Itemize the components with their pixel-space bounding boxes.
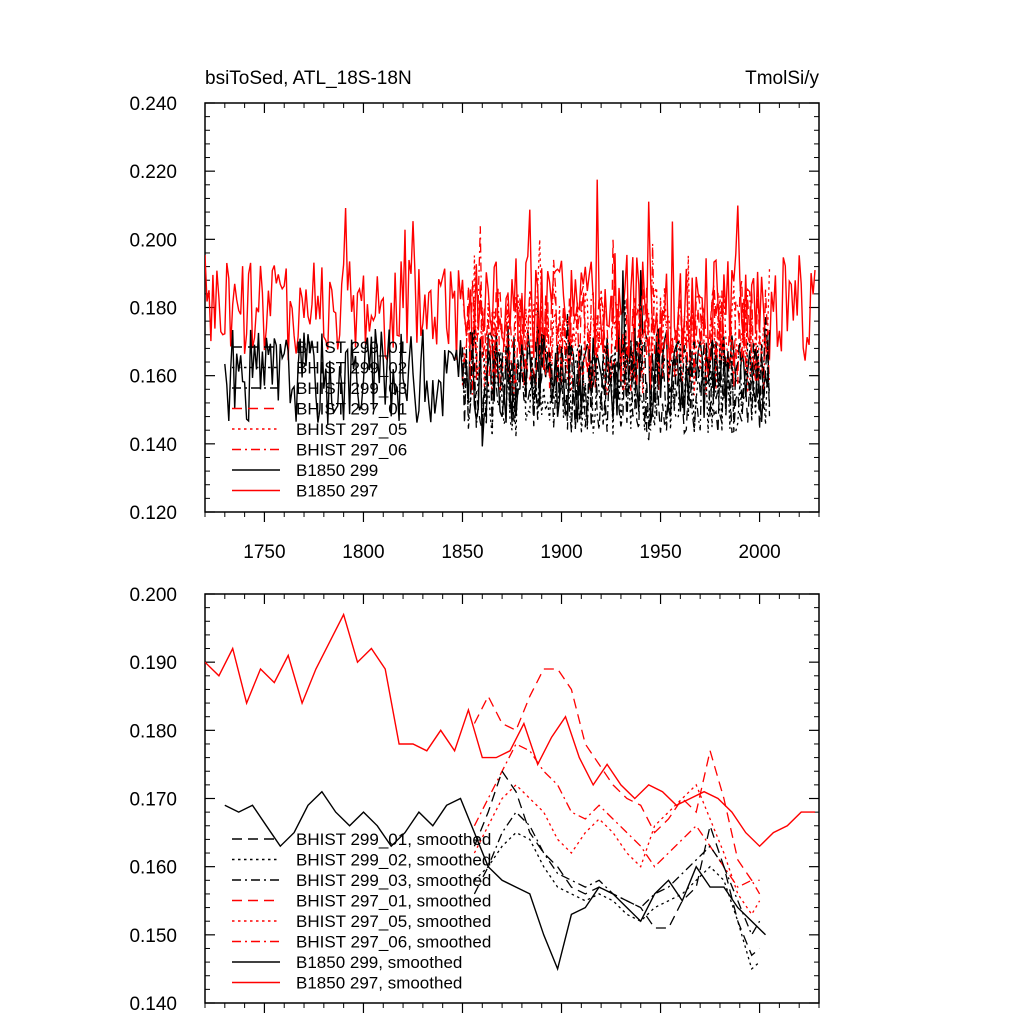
bottom-series-lines — [205, 612, 815, 972]
legend-label: BHIST 297_05, smoothed — [296, 912, 491, 931]
series-line — [205, 612, 815, 848]
legend-label: BHIST 297_01, smoothed — [296, 892, 491, 911]
legend-label: BHIST 297_06 — [296, 441, 407, 460]
y-tick-label: 0.140 — [129, 994, 177, 1015]
x-tick-label: 1950 — [639, 542, 681, 563]
top-chart-units: TmolSi/y — [745, 68, 819, 89]
y-tick-label: 0.200 — [129, 585, 177, 606]
legend-label: BHIST 299_02, smoothed — [296, 851, 491, 870]
series-line — [473, 811, 761, 937]
series-line — [473, 769, 761, 957]
legend-label: BHIST 297_06, smoothed — [296, 933, 491, 952]
legend-label: B1850 297 — [296, 482, 378, 501]
series-line — [461, 226, 771, 392]
y-tick-label: 0.200 — [129, 230, 177, 251]
x-tick-label: 2000 — [738, 542, 780, 563]
top-axis-ticks: 0.120 0.140 0.160 0.180 0.200 0.220 0.240 1750 1… — [129, 94, 820, 563]
y-tick-label: 0.160 — [129, 367, 177, 388]
legend-label: BHIST 299_03 — [296, 379, 407, 398]
legend-label: B1850 297, smoothed — [296, 974, 462, 993]
legend-label: B1850 299, smoothed — [296, 953, 462, 972]
x-tick-label: 1850 — [441, 542, 483, 563]
bottom-legend: BHIST 299_01, smoothed BHIST 299_02, smoo… — [232, 830, 491, 993]
legend-label: BHIST 299_03, smoothed — [296, 871, 491, 890]
series-line — [462, 239, 771, 389]
top-series-lines — [205, 179, 816, 447]
y-tick-label: 0.160 — [129, 858, 177, 879]
y-tick-label: 0.190 — [129, 653, 177, 674]
x-tick-label: 1750 — [243, 542, 285, 563]
y-tick-label: 0.240 — [129, 94, 177, 115]
series-line — [205, 179, 816, 363]
legend-label: BHIST 297_01 — [296, 400, 407, 419]
top-chart-title: bsiToSed, ATL_18S-18N — [205, 68, 412, 89]
series-line — [461, 239, 771, 396]
series-line — [473, 783, 761, 916]
legend-label: B1850 299 — [296, 461, 378, 480]
legend-label: BHIST 299_02 — [296, 359, 407, 378]
series-line — [473, 743, 761, 895]
legend-label: BHIST 299_01 — [296, 338, 407, 357]
x-tick-label: 1900 — [540, 542, 582, 563]
y-tick-label: 0.170 — [129, 790, 177, 811]
y-tick-label: 0.180 — [129, 299, 177, 320]
y-tick-label: 0.140 — [129, 435, 177, 456]
series-line — [473, 831, 761, 971]
legend-label: BHIST 297_05 — [296, 420, 407, 439]
bottom-panel: 0.140 0.150 0.160 0.170 0.180 0.190 0.200 BHIS… — [129, 585, 820, 1015]
y-tick-label: 0.180 — [129, 721, 177, 742]
y-tick-label: 0.220 — [129, 162, 177, 183]
top-panel: bsiToSed, ATL_18S-18N TmolSi/y 0.120 0.14… — [129, 68, 820, 563]
series-line — [473, 668, 760, 881]
x-tick-label: 1800 — [342, 542, 384, 563]
y-tick-label: 0.150 — [129, 926, 177, 947]
series-line — [461, 330, 771, 441]
legend-label: BHIST 299_01, smoothed — [296, 830, 491, 849]
series-line — [224, 790, 766, 972]
bottom-axis-ticks: 0.140 0.150 0.160 0.170 0.180 0.190 0.200 — [129, 585, 820, 1015]
y-tick-label: 0.120 — [129, 503, 177, 524]
